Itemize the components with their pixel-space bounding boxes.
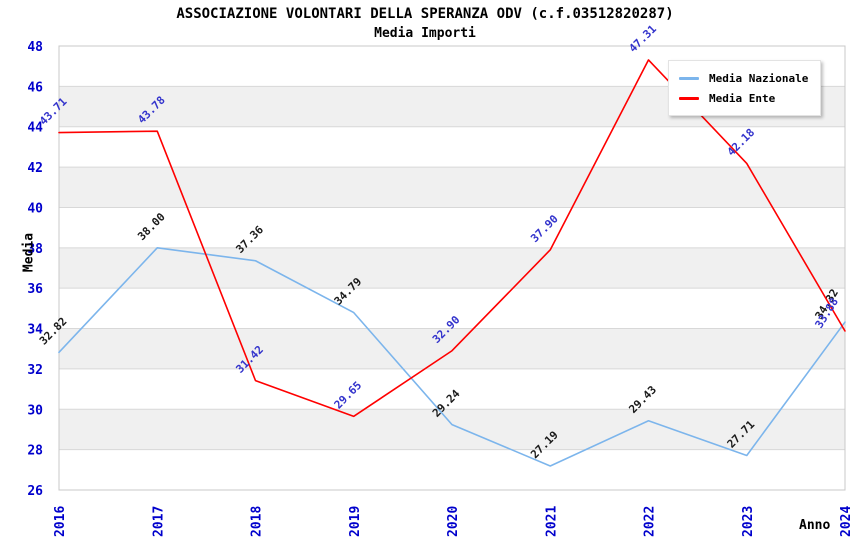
value-label-0-2017: 38.00: [135, 210, 168, 243]
y-tick-32: 32: [27, 363, 43, 378]
series-line-1: [58, 59, 846, 418]
x-tick-2018: 2018: [250, 506, 265, 537]
chart-title: ASSOCIAZIONE VOLONTARI DELLA SPERANZA OD…: [176, 6, 674, 22]
legend-label-media-nazionale: Media Nazionale: [709, 71, 809, 85]
y-tick-30: 30: [27, 403, 43, 418]
grid-band: [59, 167, 845, 208]
y-tick-44: 44: [27, 121, 43, 136]
x-tick-2017: 2017: [151, 506, 166, 537]
legend-item-media-nazionale: Media Nazionale: [679, 68, 808, 88]
grid-band: [59, 247, 845, 289]
x-tick-2022: 2022: [643, 506, 658, 537]
y-tick-26: 26: [27, 484, 43, 499]
x-tick-2023: 2023: [741, 506, 756, 537]
y-tick-46: 46: [27, 80, 43, 95]
chart-subtitle: Media Importi: [374, 26, 476, 41]
y-tick-36: 36: [27, 282, 43, 297]
y-tick-42: 42: [27, 161, 43, 176]
x-axis-title: Anno: [799, 518, 831, 533]
y-tick-34: 34: [27, 323, 43, 338]
grid-band: [59, 409, 845, 450]
series-line-0: [58, 247, 846, 467]
grid-band: [59, 328, 845, 369]
legend-label-media-ente: Media Ente: [709, 91, 776, 105]
value-label-1-2023: 42.18: [725, 126, 758, 159]
y-tick-40: 40: [27, 201, 43, 216]
legend-swatch-ente-icon: [679, 96, 699, 100]
y-tick-28: 28: [27, 444, 43, 459]
y-tick-38: 38: [27, 242, 43, 257]
x-tick-2016: 2016: [53, 506, 68, 537]
x-tick-2020: 2020: [446, 506, 461, 537]
x-tick-2024: 2024: [839, 506, 850, 537]
value-label-1-2019: 29.65: [332, 379, 365, 412]
plot-border: [58, 45, 846, 491]
x-tick-2019: 2019: [348, 506, 363, 537]
legend-item-media-ente: Media Ente: [679, 88, 808, 108]
legend-swatch-nazionale-icon: [679, 76, 699, 80]
y-tick-48: 48: [27, 40, 43, 55]
x-tick-2021: 2021: [544, 506, 559, 537]
value-label-1-2022: 47.31: [626, 22, 659, 55]
y-axis-title: Media: [21, 232, 37, 273]
legend: Media Nazionale Media Ente: [668, 60, 822, 116]
